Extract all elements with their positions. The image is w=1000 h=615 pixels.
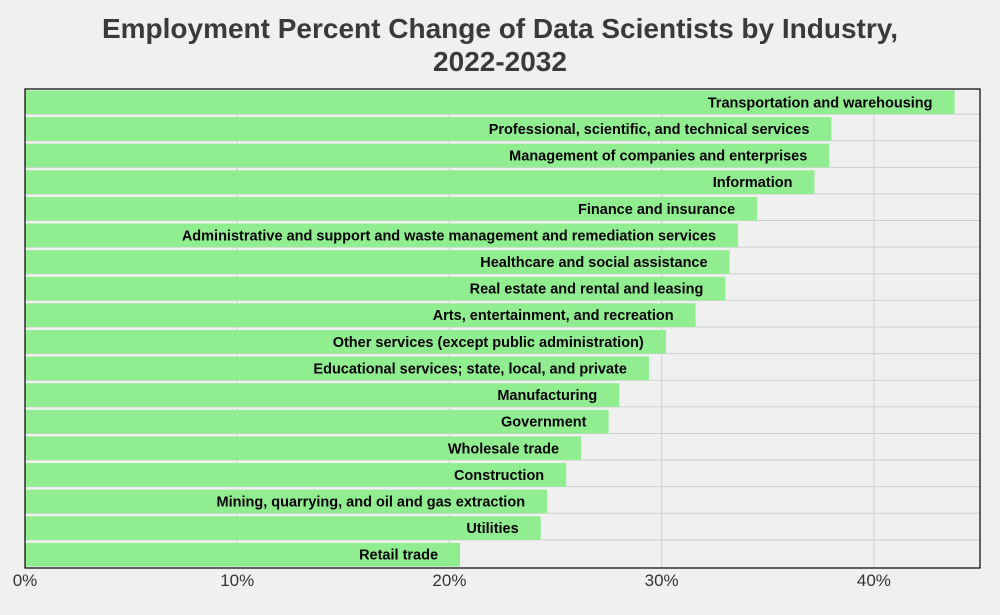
bar-label: Real estate and rental and leasing: [470, 282, 704, 298]
bar-label: Finance and insurance: [578, 202, 735, 218]
bar-label: Administrative and support and waste man…: [182, 228, 716, 244]
bar-label: Professional, scientific, and technical …: [489, 122, 810, 138]
bar: [25, 356, 649, 381]
bar: [25, 489, 548, 514]
x-tick-label: 0%: [13, 571, 38, 590]
bar: [25, 250, 730, 274]
bar: [25, 90, 955, 115]
bar: [25, 143, 830, 168]
bar: [25, 516, 541, 540]
bar-label: Construction: [454, 468, 544, 484]
plot-frame: [24, 88, 981, 569]
bar-label: Government: [501, 415, 587, 431]
bar-label: Retail trade: [359, 548, 438, 564]
bar: [25, 223, 739, 248]
bar-label: Information: [713, 175, 793, 191]
chart-title: Employment Percent Change of Data Scient…: [0, 12, 1000, 78]
bars: [25, 90, 955, 567]
bar-label: Wholesale trade: [448, 441, 559, 457]
bar-label: Transportation and warehousing: [708, 95, 933, 111]
bar-label: Healthcare and social assistance: [480, 255, 707, 271]
bar-labels: Transportation and warehousing Profession…: [182, 95, 933, 563]
bar-label: Arts, entertainment, and recreation: [433, 308, 674, 324]
bar: [25, 276, 726, 301]
chart-title-line-1: Employment Percent Change of Data Scient…: [101, 13, 899, 44]
bar: [25, 436, 582, 461]
bar-label: Utilities: [466, 521, 518, 537]
bar: [25, 383, 620, 407]
bar: [25, 542, 461, 567]
bar: [25, 409, 609, 434]
bar-label: Other services (except public administra…: [333, 335, 644, 351]
x-tick-label: 10%: [220, 571, 254, 590]
bar: [25, 117, 832, 141]
bar-label: Educational services; state, local, and …: [313, 361, 627, 377]
bar-label: Mining, quarrying, and oil and gas extra…: [216, 494, 525, 510]
bar: [25, 170, 815, 194]
chart-title-line-2: 2022-2032: [433, 46, 567, 77]
bar: [25, 330, 666, 354]
x-axis-ticks: 0% 10% 20% 30% 40%: [13, 571, 891, 590]
x-tick-label: 20%: [432, 571, 466, 590]
bar: [25, 463, 567, 487]
x-tick-label: 30%: [645, 571, 679, 590]
bar: [25, 303, 696, 327]
x-tick-label: 40%: [857, 571, 891, 590]
bar-label: Manufacturing: [497, 388, 597, 404]
bar: [25, 196, 758, 221]
bar-label: Management of companies and enterprises: [509, 149, 807, 165]
